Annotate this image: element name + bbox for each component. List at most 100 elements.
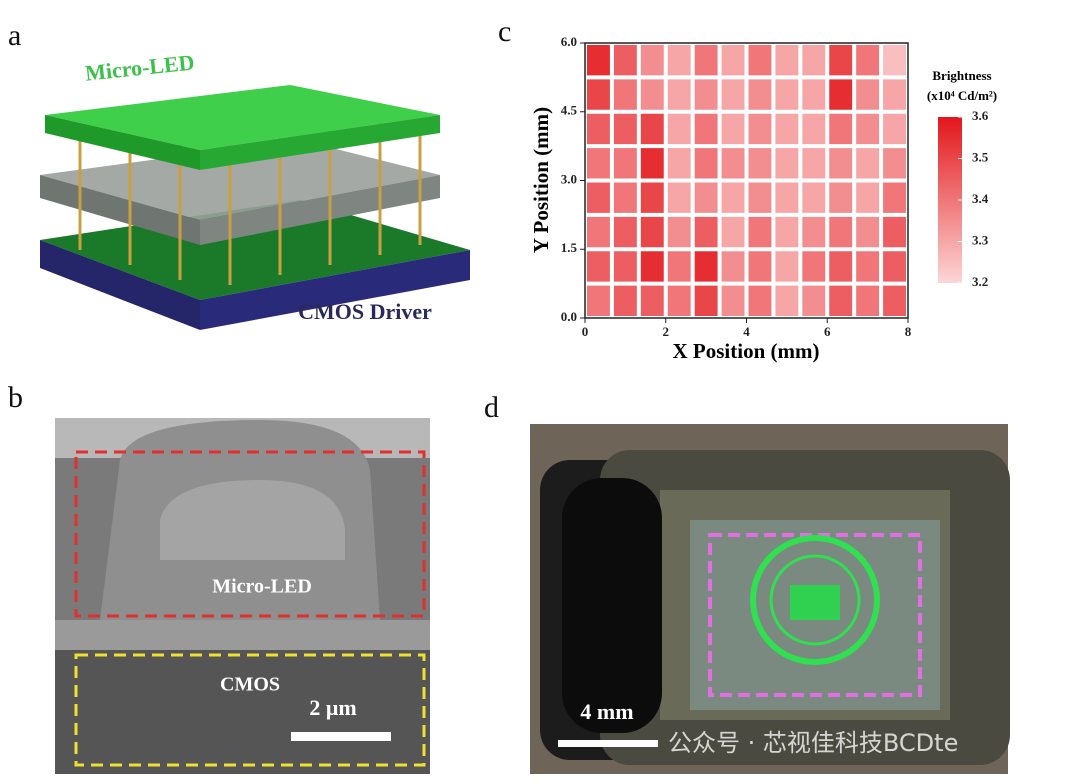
watermark: 公众号 · 芯视佳科技BCDte: [668, 729, 958, 757]
heat-cell: [856, 251, 880, 282]
heat-cell: [694, 79, 718, 110]
heat-cell: [640, 182, 664, 213]
panel-label: a: [8, 19, 21, 52]
colorbar-title: Brightness: [932, 68, 991, 83]
heat-cell: [829, 148, 853, 179]
heat-cell: [667, 182, 691, 213]
heat-cell: [721, 79, 745, 110]
heat-cell: [667, 285, 691, 316]
scale-bar-label: 4 mm: [580, 699, 633, 724]
heat-cell: [721, 148, 745, 179]
heat-cell: [775, 113, 799, 145]
x-tick-label: 8: [905, 324, 912, 339]
heat-cell: [613, 113, 637, 145]
colorbar-tick-label: 3.5: [972, 149, 989, 164]
heat-cell: [694, 45, 718, 76]
heat-cell: [640, 113, 664, 145]
heat-cell: [721, 285, 745, 316]
heat-cell: [694, 148, 718, 179]
y-tick-label: 6.0: [561, 34, 577, 49]
heat-cell: [802, 45, 826, 76]
panel-label: d: [484, 391, 499, 424]
heat-cell: [829, 113, 853, 145]
plot-background: [585, 43, 908, 318]
heat-cell: [856, 113, 880, 145]
y-tick-label: 4.5: [561, 103, 578, 118]
x-tick-label: 2: [663, 324, 670, 339]
heat-cell: [883, 79, 906, 110]
heat-cell: [883, 182, 906, 213]
y-tick-label: 3.0: [561, 171, 577, 186]
heat-cell: [775, 285, 799, 316]
heat-cell: [587, 113, 610, 145]
heat-cell: [721, 182, 745, 213]
y-axis-title: Y Position (mm): [529, 107, 553, 253]
panel-label: c: [498, 15, 511, 48]
heat-cell: [856, 285, 880, 316]
scale-bar-label: 2 μm: [309, 695, 356, 720]
colorbar-tick-label: 3.4: [972, 191, 989, 206]
heat-cell: [829, 216, 853, 248]
colorbar-unit: (x10⁴ Cd/m²): [927, 88, 997, 103]
heatmap: 0 2 4 6 8 0.0 1.5 3.0 4.5 6.0 3.2 3.3 3.4 3.5 3.6: [561, 34, 989, 339]
heat-cell: [613, 216, 637, 248]
heat-cell: [587, 45, 610, 76]
heat-cell: [856, 182, 880, 213]
heat-cell: [748, 285, 772, 316]
colorbar-tick-label: 3.2: [972, 274, 988, 289]
heat-cell: [775, 45, 799, 76]
heat-cell: [640, 285, 664, 316]
heat-cell: [667, 216, 691, 248]
heat-cell: [640, 79, 664, 110]
heat-cell: [640, 45, 664, 76]
heat-cell: [748, 148, 772, 179]
heat-cell: [667, 113, 691, 145]
heat-cell: [721, 251, 745, 282]
heat-cell: [587, 182, 610, 213]
heat-cell: [775, 182, 799, 213]
heat-cell: [802, 148, 826, 179]
heat-cell: [667, 79, 691, 110]
sem-image: [55, 418, 430, 774]
heat-cell: [802, 251, 826, 282]
heat-cell: [587, 285, 610, 316]
heat-cell: [829, 251, 853, 282]
heat-cell: [613, 148, 637, 179]
x-tick-label: 0: [582, 324, 589, 339]
heat-cell: [883, 216, 906, 248]
heat-cell: [802, 113, 826, 145]
heat-cell: [775, 148, 799, 179]
device-photo: [530, 424, 1010, 774]
heat-cell: [829, 79, 853, 110]
annotation: Micro-LED: [212, 576, 312, 598]
heat-cell: [667, 148, 691, 179]
heat-cell: [587, 148, 610, 179]
heat-cell: [748, 182, 772, 213]
heat-cell: [856, 45, 880, 76]
heat-cell: [829, 182, 853, 213]
heat-cell: [667, 45, 691, 76]
heat-cell: [613, 285, 637, 316]
heat-cell: [883, 251, 906, 282]
heat-cell: [883, 113, 906, 145]
heat-cell: [613, 79, 637, 110]
heat-cell: [694, 216, 718, 248]
heat-cell: [748, 79, 772, 110]
colorbar-tick-label: 3.3: [972, 232, 989, 247]
heat-cell: [587, 216, 610, 248]
heat-cell: [721, 113, 745, 145]
colorbar-tick-label: 3.6: [972, 108, 989, 123]
heat-cell: [694, 113, 718, 145]
heat-cell: [721, 45, 745, 76]
heat-cell: [775, 216, 799, 248]
heat-cell: [640, 251, 664, 282]
heat-cell: [829, 45, 853, 76]
heat-cell: [775, 79, 799, 110]
x-tick-label: 4: [743, 324, 750, 339]
heat-cell: [694, 251, 718, 282]
heat-cell: [748, 113, 772, 145]
heat-cell: [694, 182, 718, 213]
annotation: CMOS: [220, 674, 280, 696]
heat-cell: [856, 148, 880, 179]
heat-cell: [640, 216, 664, 248]
